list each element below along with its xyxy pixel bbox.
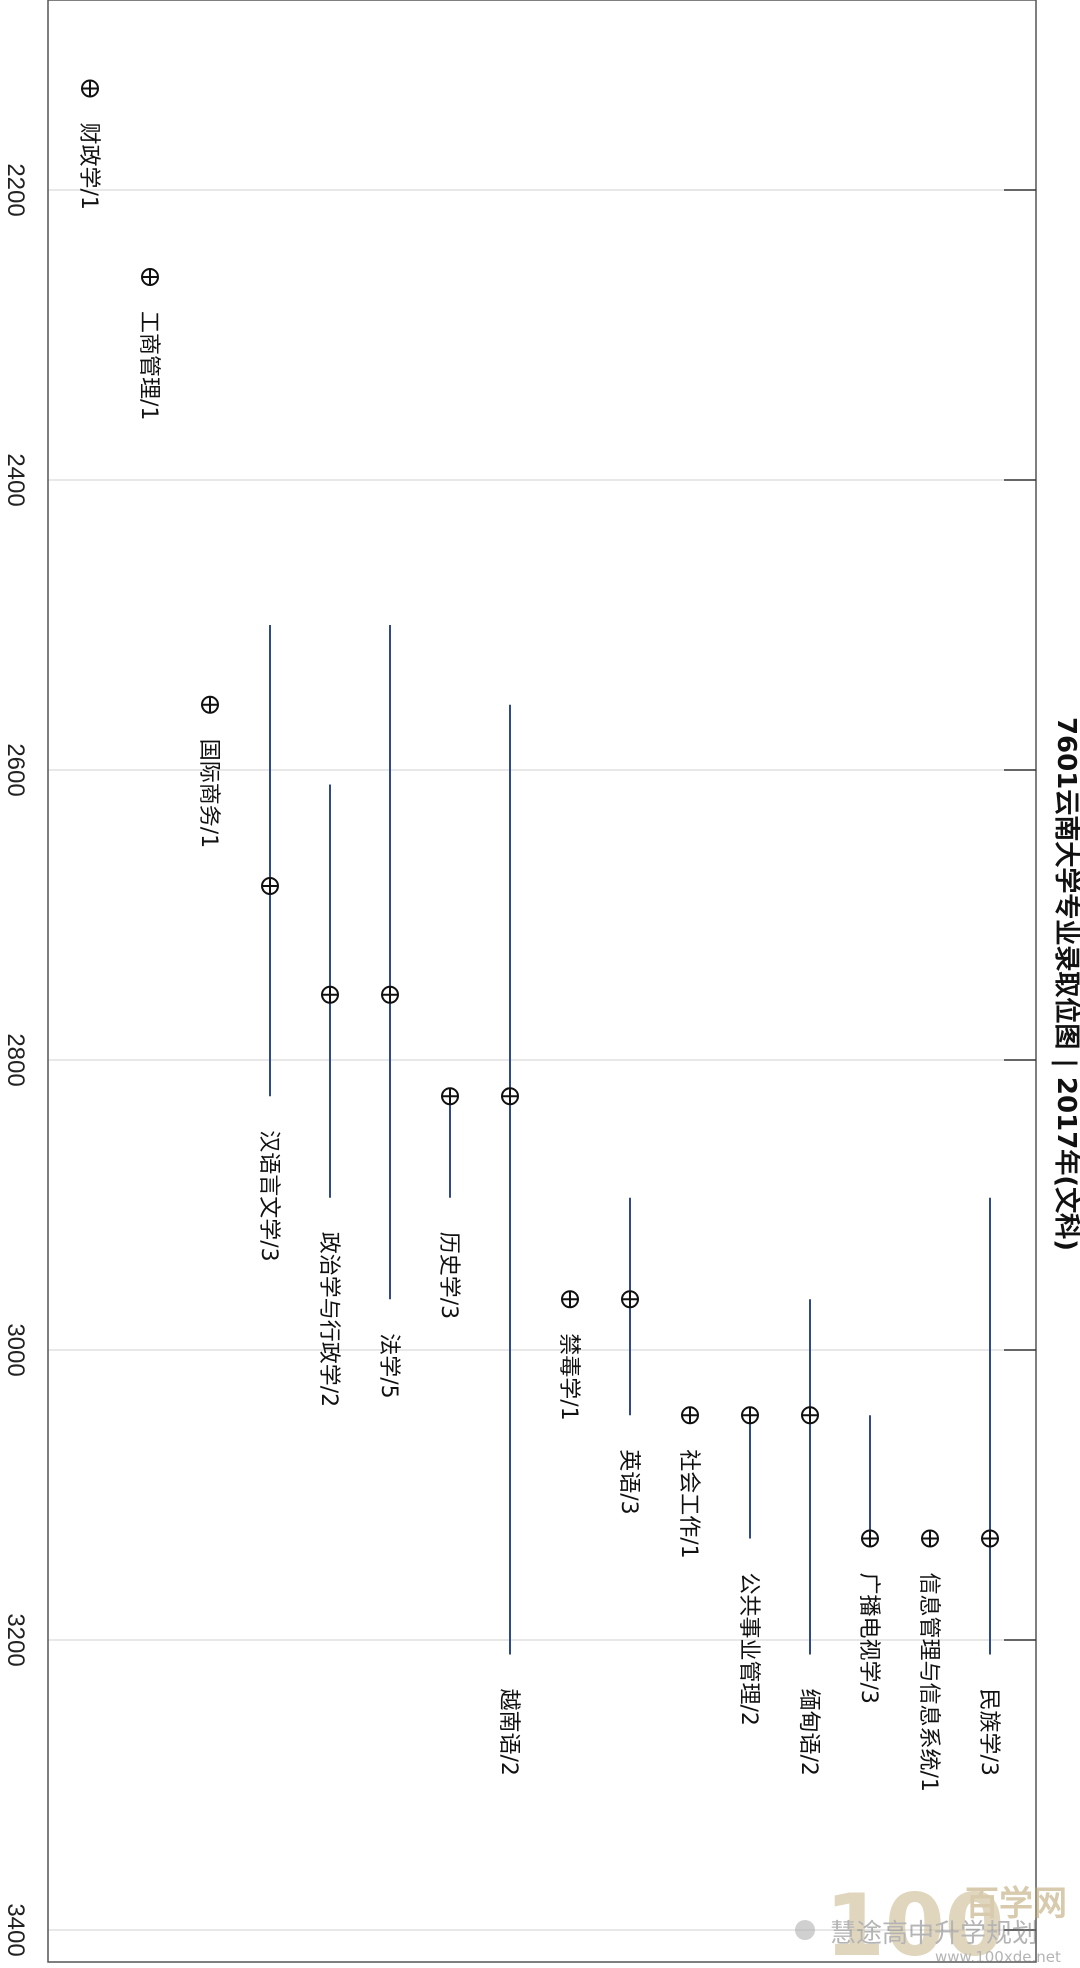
category-label: 越南语/2 xyxy=(496,1689,521,1776)
data-point xyxy=(861,1529,879,1548)
tick-label: 3200 xyxy=(2,1613,29,1666)
series-item: 信息管理与信息系统/1 xyxy=(916,1529,941,1792)
category-label: 信息管理与信息系统/1 xyxy=(916,1573,941,1792)
watermark-brand: 百学网 xyxy=(965,1884,1067,1924)
data-point xyxy=(981,1529,999,1548)
tick-label: 3000 xyxy=(2,1323,29,1376)
gridlines xyxy=(48,189,1036,1931)
data-point xyxy=(261,877,279,895)
watermark-logo: 100 xyxy=(825,1876,1005,1968)
data-point xyxy=(141,268,159,286)
series-item: 缅甸语/2 xyxy=(796,1299,821,1776)
data-point xyxy=(501,1087,519,1106)
category-label: 汉语言文学/3 xyxy=(256,1130,281,1261)
data-point xyxy=(681,1406,699,1425)
tick-label: 2200 xyxy=(2,163,29,216)
category-label: 工商管理/1 xyxy=(136,311,161,420)
series-item: 英语/3 xyxy=(616,1197,641,1515)
category-label: 国际商务/1 xyxy=(196,739,221,848)
category-label: 社会工作/1 xyxy=(676,1449,701,1558)
chart-title: 7601云南大学专业录取位图 | 2017年(文科) xyxy=(1051,717,1080,1251)
data-point xyxy=(381,985,399,1004)
series-item: 政治学与行政学/2 xyxy=(316,784,341,1407)
series-item: 法学/5 xyxy=(376,625,401,1399)
data-point xyxy=(921,1529,939,1548)
data-point xyxy=(321,985,339,1004)
data-point xyxy=(741,1406,759,1425)
category-label: 法学/5 xyxy=(376,1333,401,1398)
category-label: 历史学/3 xyxy=(436,1232,461,1319)
series-item: 财政学/1 xyxy=(76,79,101,210)
series-item: 社会工作/1 xyxy=(676,1406,701,1559)
tick-label: 2400 xyxy=(2,453,29,506)
data-point xyxy=(561,1290,579,1309)
series-item: 工商管理/1 xyxy=(136,268,161,420)
series-item: 越南语/2 xyxy=(496,704,521,1776)
tick-label: 2800 xyxy=(2,1033,29,1086)
series-item: 广播电视学/3 xyxy=(856,1415,881,1704)
category-label: 政治学与行政学/2 xyxy=(316,1232,341,1407)
tick-label: 3400 xyxy=(2,1903,29,1956)
series-layer: 财政学/1 工商管理/1 国际商务/1 汉语言文学/3 政治学与行政学/2 法学/5 历史学… xyxy=(76,79,1001,1792)
category-label: 财政学/1 xyxy=(76,123,101,210)
watermark: 100 百学网 慧途高中升学规划 www.100xde.net xyxy=(795,1876,1067,1968)
category-label: 公共事业管理/2 xyxy=(736,1573,761,1726)
data-point xyxy=(441,1087,459,1106)
watermark-account: 慧途高中升学规划 xyxy=(830,1919,1038,1949)
data-point xyxy=(801,1406,819,1425)
category-label: 英语/3 xyxy=(616,1449,641,1514)
series-item: 汉语言文学/3 xyxy=(256,625,281,1262)
category-label: 民族学/3 xyxy=(976,1689,1001,1776)
series-item: 历史学/3 xyxy=(436,1087,461,1319)
plot-frame xyxy=(47,0,1037,1963)
data-point xyxy=(81,79,99,98)
watermark-url: www.100xde.net xyxy=(935,1948,1061,1966)
category-label: 缅甸语/2 xyxy=(796,1689,821,1776)
data-point xyxy=(621,1290,639,1309)
data-point xyxy=(201,695,219,714)
tick-label: 2600 xyxy=(2,743,29,796)
series-item: 国际商务/1 xyxy=(196,695,221,848)
series-item: 禁毒学/1 xyxy=(556,1290,581,1421)
category-label: 广播电视学/3 xyxy=(856,1573,881,1704)
series-item: 民族学/3 xyxy=(976,1197,1001,1776)
wechat-icon xyxy=(795,1920,815,1940)
value-axis: 2200 2400 2600 2800 3000 3200 3400 xyxy=(2,163,1036,1957)
series-item: 公共事业管理/2 xyxy=(736,1406,761,1726)
category-label: 禁毒学/1 xyxy=(556,1333,581,1420)
